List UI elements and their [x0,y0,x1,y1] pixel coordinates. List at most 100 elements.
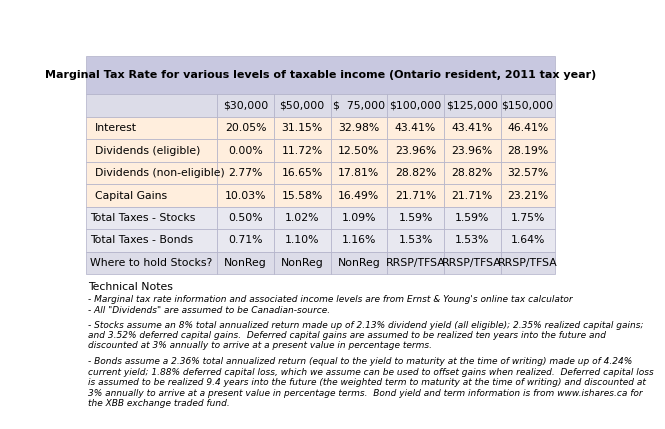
Text: RRSP/TFSA: RRSP/TFSA [442,258,502,268]
Bar [86,94,217,117]
Text: $30,000: $30,000 [223,101,268,111]
Bar [387,117,444,139]
Text: 32.98%: 32.98% [338,123,380,133]
Text: Capital Gains: Capital Gains [95,190,167,200]
Text: 12.50%: 12.50% [338,145,380,156]
Bar [217,229,274,252]
Bar [501,162,555,184]
Bar [217,162,274,184]
Text: 1.64%: 1.64% [511,236,545,245]
Text: - All "Dividends" are assumed to be Canadian-source.: - All "Dividends" are assumed to be Cana… [88,306,331,315]
Bar [444,139,501,162]
Text: RRSP/TFSA: RRSP/TFSA [386,258,446,268]
Text: 1.02%: 1.02% [285,213,319,223]
Text: Marginal Tax Rate for various levels of taxable income (Ontario resident, 2011 t: Marginal Tax Rate for various levels of … [45,70,596,80]
Text: 1.16%: 1.16% [342,236,376,245]
Bar [86,207,217,229]
Text: - Bonds assume a 2.36% total annualized return (equal to the yield to maturity a: - Bonds assume a 2.36% total annualized … [88,357,654,408]
Text: 1.53%: 1.53% [398,236,433,245]
Text: 28.82%: 28.82% [452,168,493,178]
Bar [331,162,387,184]
Text: NonReg: NonReg [281,258,324,268]
Bar [444,117,501,139]
Bar [274,184,331,207]
Text: Total Taxes - Bonds: Total Taxes - Bonds [90,236,193,245]
Text: 1.10%: 1.10% [285,236,319,245]
Text: 1.59%: 1.59% [398,213,433,223]
Text: 0.50%: 0.50% [228,213,263,223]
Text: 0.00%: 0.00% [228,145,263,156]
Text: 21.71%: 21.71% [452,190,493,200]
Text: $100,000: $100,000 [390,101,442,111]
Bar [444,229,501,252]
Bar [331,117,387,139]
Bar [331,184,387,207]
Bar [217,94,274,117]
Text: RRSP/TFSA: RRSP/TFSA [498,258,557,268]
Text: NonReg: NonReg [337,258,380,268]
Text: Dividends (eligible): Dividends (eligible) [95,145,200,156]
Bar [501,94,555,117]
Bar [86,162,217,184]
Text: 21.71%: 21.71% [395,190,436,200]
Text: 0.71%: 0.71% [228,236,263,245]
Text: 46.41%: 46.41% [507,123,548,133]
Bar [86,57,555,94]
Text: 10.03%: 10.03% [225,190,266,200]
Bar [274,94,331,117]
Text: 11.72%: 11.72% [281,145,323,156]
Bar [217,139,274,162]
Text: Total Taxes - Stocks: Total Taxes - Stocks [90,213,196,223]
Bar [501,207,555,229]
Text: 15.58%: 15.58% [281,190,323,200]
Text: 1.59%: 1.59% [455,213,489,223]
Text: $150,000: $150,000 [501,101,554,111]
Text: $125,000: $125,000 [446,101,498,111]
Bar [331,207,387,229]
Text: Interest: Interest [95,123,137,133]
Bar [501,229,555,252]
Text: 16.65%: 16.65% [281,168,323,178]
Bar [86,139,217,162]
Bar [217,184,274,207]
Text: 43.41%: 43.41% [395,123,436,133]
Bar [387,252,444,274]
Bar [444,252,501,274]
Text: NonReg: NonReg [224,258,267,268]
Bar [274,139,331,162]
Text: 32.57%: 32.57% [507,168,548,178]
Text: $50,000: $50,000 [279,101,325,111]
Text: 1.75%: 1.75% [511,213,545,223]
Bar [444,184,501,207]
Bar [217,207,274,229]
Bar [274,229,331,252]
Text: 23.21%: 23.21% [507,190,548,200]
Bar [274,252,331,274]
Text: 16.49%: 16.49% [338,190,380,200]
Text: 2.77%: 2.77% [228,168,263,178]
Text: 31.15%: 31.15% [281,123,323,133]
Text: Technical Notes: Technical Notes [88,282,173,293]
Text: 43.41%: 43.41% [452,123,493,133]
Bar [86,117,217,139]
Bar [387,139,444,162]
Text: 20.05%: 20.05% [225,123,266,133]
Bar [501,139,555,162]
Text: 23.96%: 23.96% [395,145,436,156]
Bar [86,184,217,207]
Text: 1.53%: 1.53% [455,236,489,245]
Bar [331,94,387,117]
Bar [217,117,274,139]
Text: 28.82%: 28.82% [395,168,436,178]
Bar [501,252,555,274]
Bar [501,184,555,207]
Bar [331,139,387,162]
Text: 1.09%: 1.09% [342,213,376,223]
Bar [387,229,444,252]
Text: 28.19%: 28.19% [507,145,548,156]
Bar [501,117,555,139]
Bar [387,184,444,207]
Bar [86,252,217,274]
Bar [387,94,444,117]
Bar [331,229,387,252]
